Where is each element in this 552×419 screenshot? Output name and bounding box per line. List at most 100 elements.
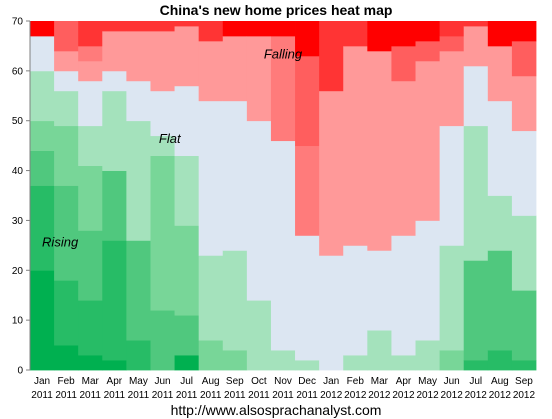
heatmap-cell [78, 165, 103, 231]
heatmap-cell [102, 30, 127, 72]
x-tick-label-month: Aug [202, 376, 220, 387]
x-tick-label-month: Jan [323, 376, 339, 387]
heatmap-cell [30, 270, 55, 371]
heatmap-cell [439, 125, 465, 246]
heatmap-cell [126, 80, 151, 122]
heatmap-cell [319, 255, 344, 371]
x-tick-label-year: 2011 [248, 390, 270, 401]
heatmap-cell [487, 195, 513, 251]
heatmap-cell [198, 40, 224, 102]
heatmap-cell [174, 225, 200, 316]
x-tick-label-month: Mar [371, 376, 389, 387]
heatmap-cell [174, 85, 200, 157]
heatmap-cell [174, 355, 200, 371]
heatmap-cell [463, 65, 489, 127]
x-tick-label-year: 2011 [272, 390, 294, 401]
x-tick-label-month: Feb [58, 376, 76, 387]
x-tick-label-month: Mar [82, 376, 100, 387]
heatmap-cell [126, 30, 151, 82]
heatmap-cell [295, 55, 320, 147]
x-tick-label-year: 2012 [392, 390, 415, 401]
y-tick-label: 10 [12, 316, 24, 327]
heatmap-cell [102, 70, 127, 92]
heatmap-cell [391, 80, 416, 236]
heatmap-cell [487, 250, 513, 351]
y-axis: 0 10 20 30 40 50 60 70 [12, 17, 31, 377]
heatmap-cell [102, 90, 127, 171]
heatmap-cell [511, 215, 537, 291]
heatmap-cell [439, 350, 465, 371]
heatmap-cell [30, 150, 55, 186]
heatmap-cell [174, 315, 200, 356]
x-tick-label-year: 2011 [296, 390, 318, 401]
x-tick-label-month: Aug [491, 376, 509, 387]
heatmap-cell [54, 345, 79, 371]
heatmap-cell [150, 310, 175, 371]
heatmap-cell [78, 125, 103, 166]
heatmap-cell [295, 360, 320, 371]
heatmap-cell [439, 245, 465, 351]
heatmap-cell [367, 50, 392, 251]
x-tick-label-month: Jun [154, 376, 170, 387]
x-tick-label-year: 2011 [224, 390, 246, 401]
heatmap-cell [54, 70, 79, 92]
x-tick-label-year: 2012 [368, 390, 391, 401]
y-tick-label: 20 [12, 266, 24, 277]
heatmap-cell [270, 140, 296, 351]
annotation-falling: Falling [264, 46, 303, 61]
heatmap-cell [319, 21, 344, 92]
heatmap-cell [463, 360, 489, 371]
x-tick-label-year: 2011 [128, 390, 150, 401]
x-tick-label-month: Sep [226, 376, 244, 387]
x-tick-label-year: 2012 [344, 390, 367, 401]
x-tick-label-month: Dec [298, 376, 316, 387]
heatmap-cell [343, 21, 368, 47]
heatmap-cell [511, 130, 537, 216]
annotations: Rising Flat Falling [42, 46, 303, 249]
source-url: http://www.alsosprachanalyst.com [171, 402, 382, 418]
heatmap-cell [126, 340, 151, 371]
heatmap-cell [174, 155, 200, 226]
heatmap-cell [246, 120, 272, 301]
plot-area [30, 21, 537, 371]
heatmap-cell [78, 21, 103, 47]
heatmap-cell [511, 75, 537, 132]
heatmap-cell [439, 35, 465, 52]
y-tick-label: 0 [17, 366, 23, 377]
heatmap-cell [222, 350, 248, 371]
heatmap-cell [102, 170, 127, 241]
heatmap-cell [222, 100, 248, 251]
x-tick-label-year: 2011 [176, 390, 198, 401]
heatmap-cell [54, 185, 79, 281]
x-tick-label-month: Jul [469, 376, 482, 387]
x-tick-label-year: 2012 [489, 390, 512, 401]
heatmap-cell [30, 185, 55, 271]
heatmap-cell [511, 290, 537, 361]
heatmap-cell [78, 45, 103, 62]
x-tick-label-month: Jul [180, 376, 193, 387]
x-tick-label-year: 2012 [441, 390, 464, 401]
heatmap-cell [295, 21, 320, 57]
heatmap-cell [30, 21, 55, 37]
heatmap-cell [319, 90, 344, 256]
x-tick-label-year: 2011 [104, 390, 126, 401]
heatmap-cell [126, 120, 151, 241]
x-tick-label-month: Jan [34, 376, 50, 387]
heatmap-cell [102, 240, 127, 361]
heatmap-cell [102, 21, 127, 32]
annotation-rising: Rising [42, 234, 79, 249]
heatmap-cell [463, 21, 489, 27]
heatmap-cell [511, 360, 537, 371]
x-tick-label-month: Apr [396, 376, 412, 387]
heatmap-cell [463, 25, 489, 67]
heatmap-cell [78, 80, 103, 127]
heatmap-cell [270, 350, 296, 371]
x-tick-label-month: Feb [347, 376, 365, 387]
heatmap-cell [246, 300, 272, 371]
x-tick-label-year: 2012 [513, 390, 536, 401]
heatmap-cell [198, 21, 224, 42]
heatmap-cell [246, 21, 272, 37]
heatmap-cell [54, 50, 79, 72]
